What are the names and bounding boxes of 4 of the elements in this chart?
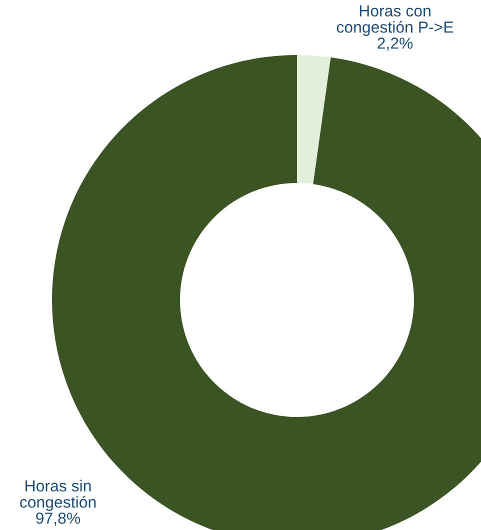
slice-label: Horas sin congestión	[20, 480, 96, 511]
data-label: 97,8%	[36, 512, 80, 526]
data-label: 2,2%	[378, 38, 413, 51]
slice-label: Horas con congestión P->E	[336, 5, 454, 36]
